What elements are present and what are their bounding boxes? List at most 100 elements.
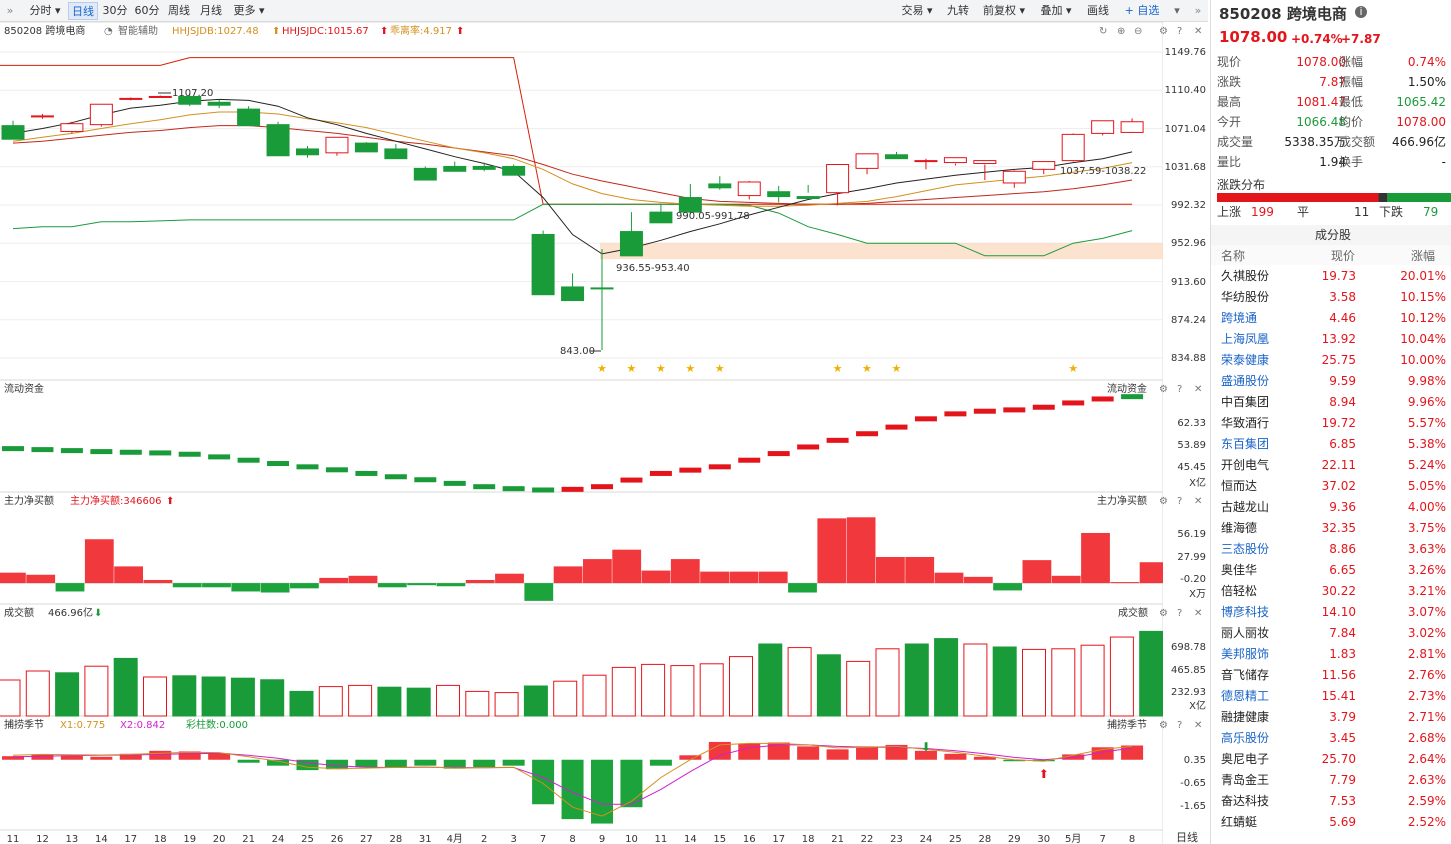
component-row[interactable]: 盛通股份 9.59 9.98% [1211,371,1451,392]
net-bar-31 [905,557,935,584]
amount-settings-icon[interactable]: ⚙ [1159,608,1168,619]
amount-help-icon[interactable]: ? [1177,608,1183,619]
settings-icon[interactable]: ⚙ [1159,26,1168,37]
period-btn-0[interactable]: 分时 ▾ [29,4,61,17]
component-row[interactable]: 青岛金王 7.79 2.63% [1211,770,1451,791]
component-row[interactable]: 华纺股份 3.58 10.15% [1211,287,1451,308]
amount-panel-title: 成交额 [4,608,34,619]
period-btn-5[interactable]: 月线 [200,4,222,17]
component-row[interactable]: 上海凤凰 13.92 10.04% [1211,329,1451,350]
smart-assist-label[interactable]: 智能辅助 [118,26,158,37]
cz-right-title: 捕捞季节 [1107,720,1147,731]
zoom-out-icon[interactable]: ⊖ [1134,26,1143,37]
component-row[interactable]: 三态股份 8.86 3.63% [1211,539,1451,560]
component-row[interactable]: 久祺股份 19.73 20.01% [1211,266,1451,287]
component-row[interactable]: 音飞储存 11.56 2.76% [1211,665,1451,686]
candle-body-32 [943,157,967,164]
low-label: 843.00 [560,346,595,357]
component-price: 25.70 [1321,752,1356,766]
ma-black-line [12,98,1133,255]
tool-btn-0[interactable]: 交易 ▾ [901,4,933,17]
flow-help-icon[interactable]: ? [1177,384,1183,395]
cz-settings-icon[interactable]: ⚙ [1159,720,1168,731]
tool-btn-1[interactable]: 九转 [947,4,969,17]
tool-btn-3[interactable]: 叠加 ▾ [1040,4,1072,17]
flow-bar-31 [914,416,937,422]
component-row[interactable]: 荣泰健康 25.75 10.00% [1211,350,1451,371]
quote-pct: +0.74% [1291,32,1343,46]
component-row[interactable]: 融捷健康 3.79 2.71% [1211,707,1451,728]
close-icon[interactable]: ✕ [1194,26,1203,37]
hhjsjdb-value: HHJSJDB:1027.48 [172,26,259,37]
col-price[interactable]: 现价 [1331,249,1356,263]
help-icon[interactable]: ? [1177,26,1183,37]
candle-body-30 [885,154,908,160]
component-row[interactable]: 恒而达 37.02 5.05% [1211,476,1451,497]
component-row[interactable]: 博彦科技 14.10 3.07% [1211,602,1451,623]
collapse-right-icon[interactable]: » [1194,4,1202,17]
net-bar-30 [876,557,905,584]
component-row[interactable]: 美邦服饰 1.83 2.81% [1211,644,1451,665]
quote-value: 1081.47 [1296,95,1346,109]
amount-bar-11 [318,686,343,717]
assist-icon[interactable]: ◔ [104,26,113,37]
component-price: 8.94 [1329,395,1356,409]
flow-settings-icon[interactable]: ⚙ [1159,384,1168,395]
component-row[interactable]: 维海德 32.35 3.75% [1211,518,1451,539]
component-row[interactable]: 红蜻蜓 5.69 2.52% [1211,812,1451,833]
star-marker-8: ★ [1068,362,1078,375]
period-btn-4[interactable]: 周线 [168,4,190,17]
x-tick-4: 17 [124,834,137,844]
component-row[interactable]: 奥佳华 6.65 3.26% [1211,560,1451,581]
col-name[interactable]: 名称 [1221,249,1246,263]
candle-body-29 [855,153,879,169]
flow-close-icon[interactable]: ✕ [1194,384,1203,395]
dropdown-icon[interactable]: ▾ [1174,4,1180,17]
component-row[interactable]: 奥尼电子 25.70 2.64% [1211,749,1451,770]
component-row[interactable]: 华致酒行 19.72 5.57% [1211,413,1451,434]
refresh-icon[interactable]: ↻ [1099,26,1108,37]
net-close-icon[interactable]: ✕ [1194,496,1203,507]
period-btn-6[interactable]: 更多 ▾ [233,4,265,17]
net-settings-icon[interactable]: ⚙ [1159,496,1168,507]
component-row[interactable]: 中百集团 8.94 9.96% [1211,392,1451,413]
amount-close-icon[interactable]: ✕ [1194,608,1203,619]
component-row[interactable]: 开创电气 22.11 5.24% [1211,455,1451,476]
flow-bar-0 [2,446,24,452]
net-bar-4 [114,566,143,584]
component-name: 奋达科技 [1221,794,1270,808]
component-row[interactable]: 倍轻松 30.22 3.21% [1211,581,1451,602]
deviation-rate: 乖离率:4.917 [390,26,452,37]
flow-bar-25 [738,457,761,463]
net-bar-3 [84,539,114,584]
component-price: 14.10 [1321,605,1356,619]
cz-close-icon[interactable]: ✕ [1194,720,1203,731]
period-btn-1[interactable]: 日线 [68,2,98,20]
component-row[interactable]: 东百集团 6.85 5.38% [1211,434,1451,455]
zoom-in-icon[interactable]: ⊕ [1117,26,1126,37]
period-btn-3[interactable]: 60分 [134,4,160,17]
component-row[interactable]: 古越龙山 9.36 4.00% [1211,497,1451,518]
net-bar-0 [0,572,26,584]
tool-btn-2[interactable]: 前复权 ▾ [982,4,1026,17]
net-help-icon[interactable]: ? [1177,496,1183,507]
tool-btn-4[interactable]: 画线 [1087,4,1109,17]
component-row[interactable]: 奋达科技 7.53 2.59% [1211,791,1451,812]
component-row[interactable]: 高乐股份 3.45 2.68% [1211,728,1451,749]
cz-bar-2 [60,755,83,760]
x-tick-13: 28 [389,834,402,844]
col-pct[interactable]: 涨幅 [1411,249,1436,263]
tool-btn-5[interactable]: + 自选 [1124,4,1160,17]
main-y-tick-8: 834.88 [1171,353,1206,364]
component-row[interactable]: 跨境通 4.46 10.12% [1211,308,1451,329]
component-pct: 9.98% [1407,374,1446,388]
cz-help-icon[interactable]: ? [1177,720,1183,731]
period-btn-2[interactable]: 30分 [102,4,128,17]
quote-label: 最高 [1217,95,1242,109]
component-row[interactable]: 德恩精工 15.41 2.73% [1211,686,1451,707]
component-row[interactable]: 丽人丽妆 7.84 3.02% [1211,623,1451,644]
component-name: 青岛金王 [1221,773,1270,787]
collapse-left-icon[interactable]: » [6,4,14,17]
info-icon[interactable]: i [1355,6,1367,18]
